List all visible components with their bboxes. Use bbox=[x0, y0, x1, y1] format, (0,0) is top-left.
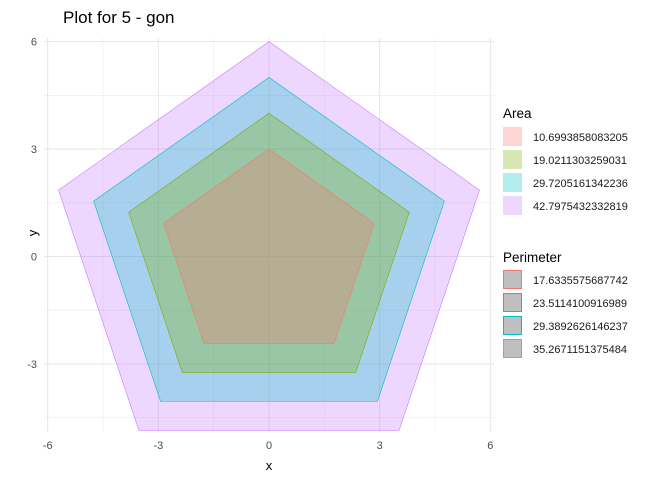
legend-perimeter-key bbox=[503, 293, 522, 312]
y-tick-label: -3 bbox=[27, 359, 37, 371]
x-tick-label: 0 bbox=[266, 440, 272, 452]
pentagon-2 bbox=[128, 112, 410, 373]
chart-title: Plot for 5 - gon bbox=[63, 8, 175, 27]
x-axis-ticks: -6 -3 0 3 6 bbox=[43, 440, 494, 452]
pentagon-3 bbox=[93, 77, 445, 402]
pentagon-1 bbox=[163, 148, 375, 344]
legend-area-key bbox=[503, 150, 522, 169]
x-tick-label: -6 bbox=[43, 440, 53, 452]
legend-perimeter-label: 35.2671151375484 bbox=[533, 344, 627, 356]
legend-area-label: 19.0211303259031 bbox=[533, 155, 627, 167]
y-tick-label: 0 bbox=[31, 251, 37, 263]
legend-area-label: 42.7975432332819 bbox=[533, 201, 628, 213]
y-axis-ticks: -3 0 3 6 bbox=[27, 37, 37, 371]
x-tick-label: 3 bbox=[377, 440, 383, 452]
legend-area-key bbox=[503, 173, 522, 192]
legend-perimeter-key bbox=[503, 316, 522, 335]
legend-perimeter-label: 23.5114100916989 bbox=[533, 298, 627, 310]
x-tick-label: -3 bbox=[153, 440, 163, 452]
legend-perimeter-key bbox=[503, 270, 522, 289]
legend-perimeter-label: 17.6335575687742 bbox=[533, 275, 628, 287]
x-tick-label: 6 bbox=[487, 440, 493, 452]
legend-area: Area 10.6993858083205 19.0211303259031 29.… bbox=[503, 106, 628, 215]
legend-area-key bbox=[503, 196, 522, 215]
legend-area-title: Area bbox=[503, 106, 532, 121]
legend-perimeter: Perimeter 17.6335575687742 23.51141009169… bbox=[503, 250, 628, 358]
legend-area-label: 10.6993858083205 bbox=[533, 132, 628, 144]
legend-area-key bbox=[503, 127, 522, 146]
y-tick-label: 6 bbox=[31, 37, 37, 49]
polygon-layer bbox=[58, 41, 480, 431]
legend-perimeter-label: 29.3892626146237 bbox=[533, 321, 628, 333]
x-axis-title: x bbox=[266, 458, 273, 473]
pentagon-4 bbox=[58, 41, 480, 431]
y-axis-title: y bbox=[25, 229, 40, 236]
y-tick-label: 3 bbox=[31, 144, 37, 156]
legend-perimeter-title: Perimeter bbox=[503, 250, 562, 265]
legend-area-label: 29.7205161342236 bbox=[533, 178, 628, 190]
legend-perimeter-key bbox=[503, 339, 522, 358]
